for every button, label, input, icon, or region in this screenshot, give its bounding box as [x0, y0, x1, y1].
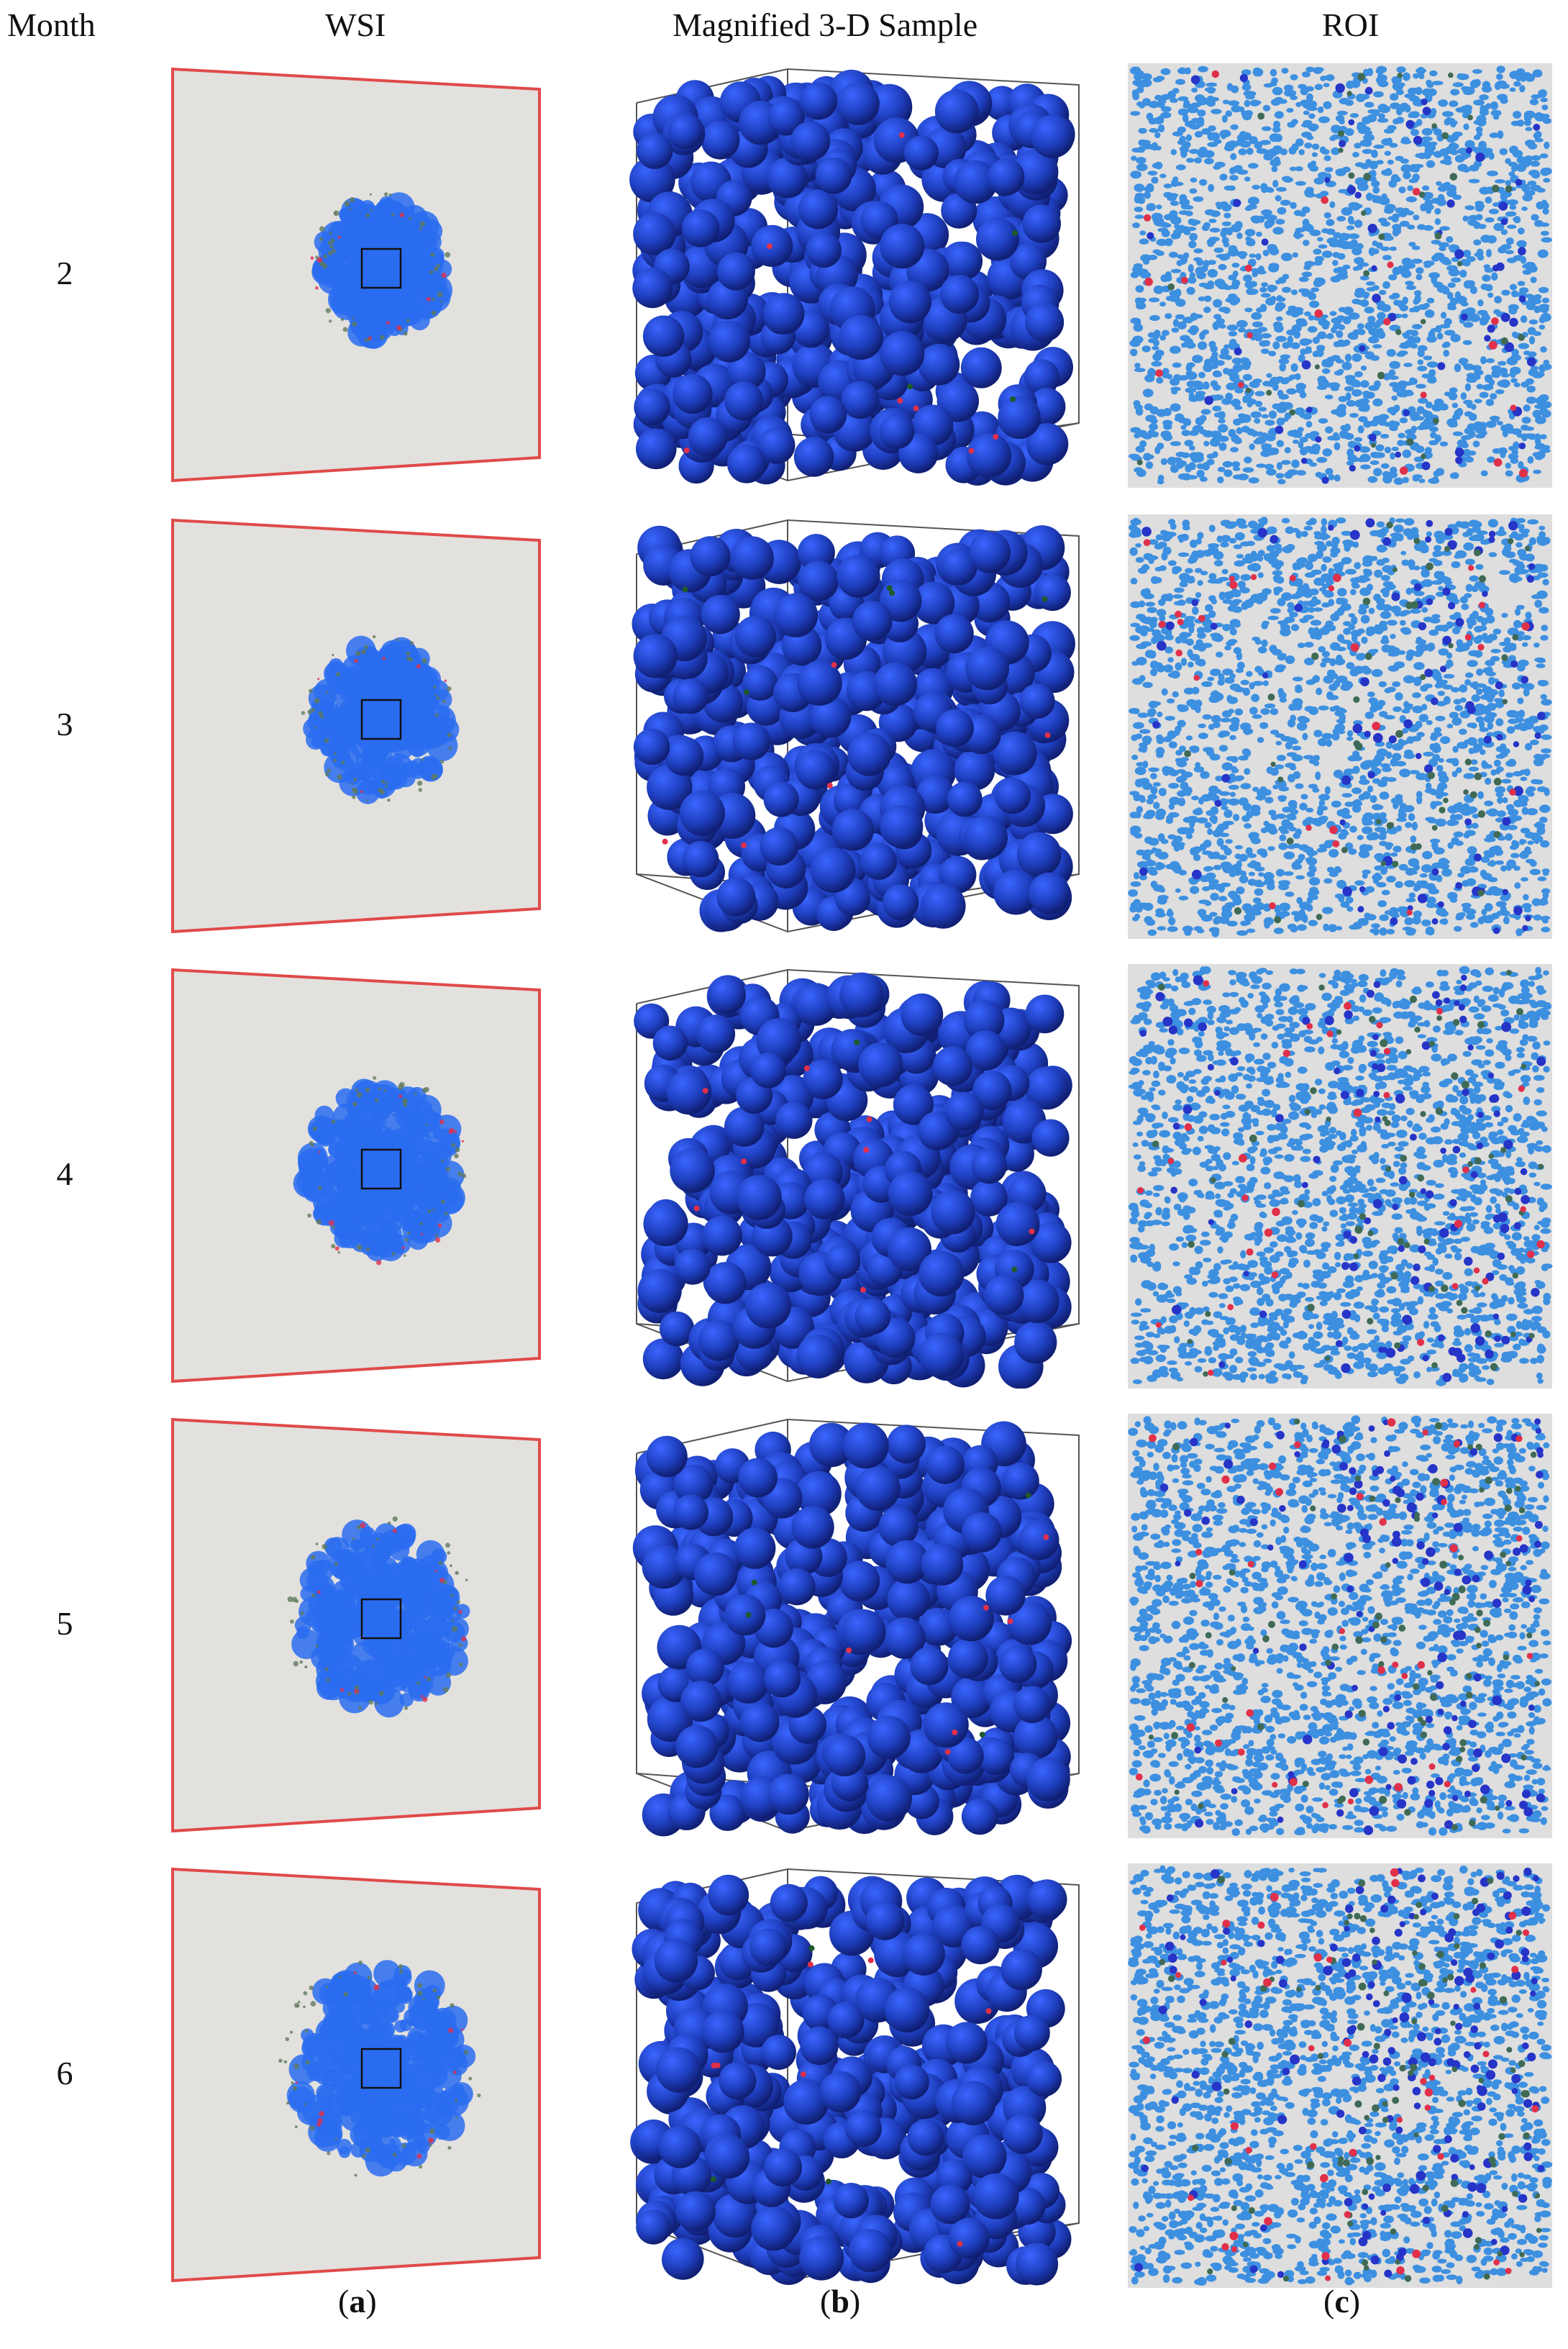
caption-b: (b)	[820, 2283, 861, 2320]
tumor-mass	[301, 635, 460, 804]
cell-population	[1128, 1415, 1552, 1836]
roi-view	[1124, 1414, 1556, 1838]
roi-marker	[360, 2048, 402, 2089]
tumor-mass	[278, 1960, 481, 2177]
sphere-cluster	[634, 972, 1072, 1389]
roi-marker	[360, 247, 402, 289]
month-label: 4	[56, 1155, 73, 1192]
wsi-slide	[165, 514, 554, 939]
sample-cube	[611, 1863, 1086, 2288]
sphere-cluster	[630, 1874, 1072, 2286]
roi-view	[1124, 514, 1556, 939]
roi-view	[1124, 63, 1556, 488]
cell-population	[1128, 517, 1552, 937]
caption-a: (a)	[338, 2283, 377, 2320]
roi-marker	[360, 699, 402, 740]
cell-population	[1128, 966, 1553, 1386]
month-label: 6	[56, 2055, 73, 2091]
header-roi: ROI	[1322, 6, 1380, 43]
roi-marker	[360, 1598, 402, 1640]
month-label: 3	[56, 706, 73, 742]
wsi-slide	[165, 63, 554, 488]
month-label: 5	[56, 1605, 73, 1642]
sphere-cluster	[632, 525, 1075, 932]
tumor-mass	[293, 1076, 467, 1266]
sample-cube	[611, 63, 1086, 488]
sphere-cluster	[632, 1421, 1072, 1837]
month-label: 2	[56, 255, 73, 291]
cell-population	[1128, 65, 1553, 486]
sample-cube	[611, 514, 1086, 939]
wsi-slide	[165, 1414, 554, 1838]
sample-cube	[611, 1414, 1086, 1838]
roi-marker	[360, 1148, 402, 1190]
caption-c: (c)	[1323, 2283, 1361, 2320]
sample-cube	[611, 964, 1086, 1389]
sphere-cluster	[629, 69, 1075, 486]
roi-view	[1124, 1863, 1556, 2288]
cell-population	[1128, 1865, 1553, 2286]
header-month: Month	[7, 6, 96, 43]
wsi-slide	[165, 964, 554, 1389]
roi-view	[1124, 964, 1556, 1389]
wsi-slide	[165, 1863, 554, 2288]
header-sample: Magnified 3-D Sample	[673, 6, 978, 43]
header-wsi: WSI	[325, 6, 386, 43]
